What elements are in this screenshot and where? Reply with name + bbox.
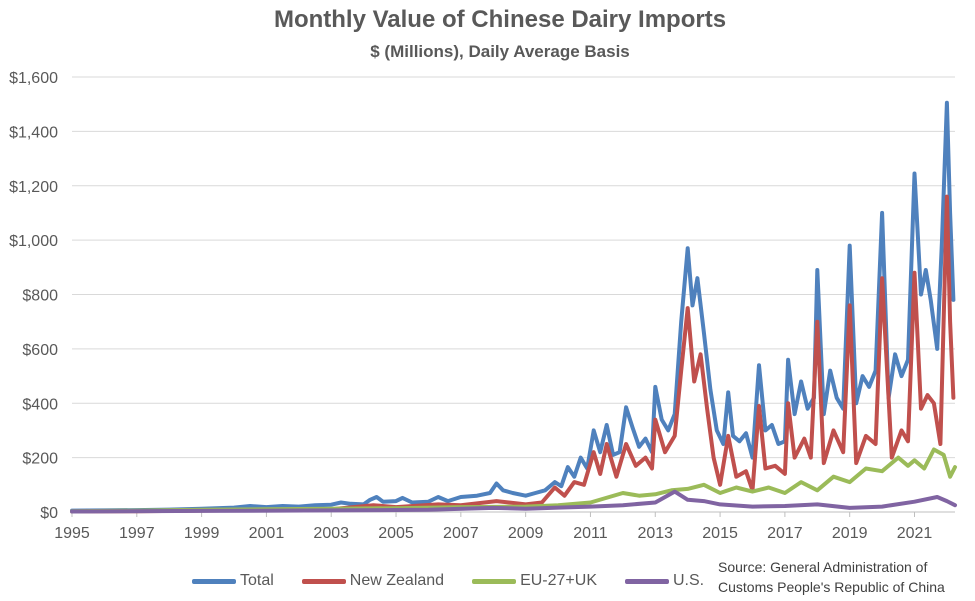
series-line-total: [70, 100, 956, 513]
x-axis-ticks: 1995 1997 1999 2001 2003 2005 2007 2009 2011 2013…: [54, 512, 932, 542]
series-line-new-zealand: [70, 194, 956, 514]
source-line-2: Customs People's Republic of China: [718, 579, 945, 595]
gridlines: [72, 76, 955, 513]
legend-label: New Zealand: [349, 572, 445, 589]
x-tick-label: 2015: [702, 525, 738, 542]
legend-label: EU-27+UK: [520, 572, 597, 589]
series-line-eu-27-uk: [70, 447, 957, 514]
source-line-1: Source: General Administration of: [718, 559, 928, 575]
legend-swatch: [192, 578, 236, 584]
x-tick-label: 2013: [637, 525, 673, 542]
x-tick-label: 2001: [249, 525, 285, 542]
legend-label: Total: [240, 572, 274, 589]
legend-item: U.S.: [625, 572, 704, 590]
y-tick-label: $1,400: [9, 124, 58, 141]
y-tick-label: $200: [22, 451, 58, 468]
y-tick-label: $800: [22, 288, 58, 305]
chart-subtitle: $ (Millions), Daily Average Basis: [370, 42, 630, 61]
x-tick-label: 1999: [184, 525, 220, 542]
legend-label: U.S.: [673, 572, 705, 589]
x-tick-label: 2007: [443, 525, 479, 542]
x-tick-label: 1997: [119, 525, 155, 542]
legend-item: New Zealand: [301, 572, 445, 590]
legend-swatch: [625, 578, 669, 584]
y-tick-label: $400: [22, 396, 58, 413]
legend-item: EU-27+UK: [472, 572, 597, 590]
x-tick-label: 2021: [897, 525, 933, 542]
x-tick-label: 2019: [832, 525, 868, 542]
legend-swatch: [472, 578, 517, 584]
y-tick-label: $0: [40, 505, 58, 522]
x-tick-label: 2005: [378, 525, 414, 542]
x-tick-label: 2003: [313, 525, 349, 542]
y-tick-label: $1,200: [9, 179, 58, 196]
x-tick-label: 1995: [54, 525, 90, 542]
x-tick-label: 2009: [508, 525, 544, 542]
x-tick-label: 2011: [573, 525, 608, 542]
y-axis-ticks: $0 $200 $400 $600 $800 $1,000 $1,200 $1,400 $1,6…: [9, 70, 58, 522]
y-tick-label: $1,000: [9, 233, 58, 250]
y-tick-label: $1,600: [9, 70, 58, 87]
legend-swatch: [301, 578, 346, 584]
legend: Total New Zealand EU-27+UK U.S.: [192, 572, 704, 590]
series-lines: [70, 100, 957, 514]
x-tick-label: 2017: [767, 525, 803, 542]
chart-title: Monthly Value of Chinese Dairy Imports: [273, 6, 727, 33]
y-tick-label: $600: [22, 342, 58, 359]
legend-item: Total: [192, 572, 274, 590]
series-line-u-s-: [70, 489, 957, 514]
source-note: Source: General Administration of Custom…: [718, 557, 973, 597]
